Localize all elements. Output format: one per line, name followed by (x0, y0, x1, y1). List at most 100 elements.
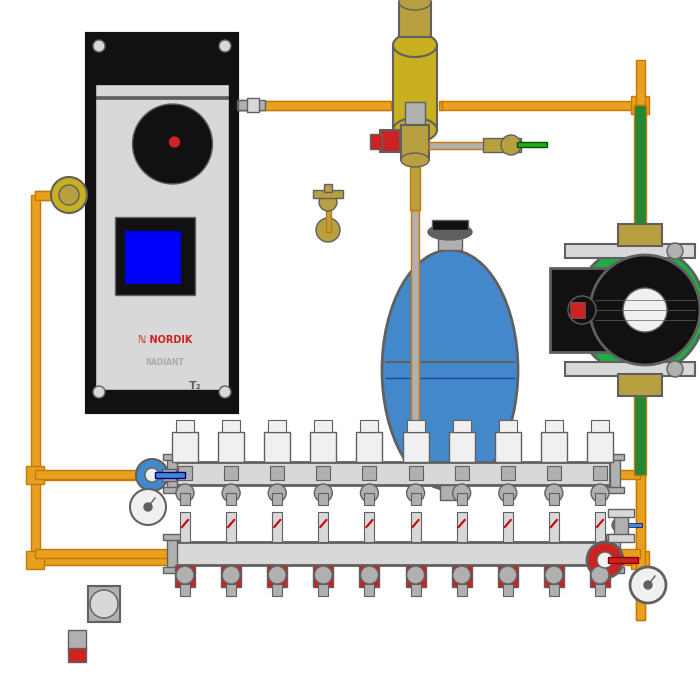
Bar (270, 466, 284, 480)
Bar (440, 101, 640, 109)
Bar (456, 512, 467, 542)
Bar (402, 432, 428, 462)
Ellipse shape (399, 0, 431, 10)
Bar (226, 493, 236, 505)
Bar (610, 549, 640, 557)
Text: T₂: T₂ (189, 381, 202, 391)
Bar (162, 469, 176, 481)
Bar (380, 130, 400, 152)
Bar (541, 432, 567, 462)
Bar (35, 190, 85, 199)
Bar (31, 195, 39, 560)
Bar (87, 390, 237, 412)
Circle shape (623, 288, 667, 332)
Bar (503, 584, 513, 596)
Circle shape (59, 185, 79, 205)
Circle shape (644, 581, 652, 589)
Ellipse shape (393, 33, 437, 57)
Bar (324, 184, 332, 192)
Bar (87, 34, 237, 412)
Circle shape (360, 484, 379, 502)
Bar (593, 466, 607, 480)
Bar (370, 134, 382, 149)
Bar (91, 96, 233, 99)
Bar (572, 302, 582, 318)
Bar (544, 565, 564, 587)
Bar (440, 485, 460, 500)
Circle shape (314, 484, 332, 502)
Circle shape (222, 484, 240, 502)
Bar (318, 584, 328, 596)
Bar (636, 105, 645, 475)
Bar (618, 374, 662, 396)
Bar (393, 45, 437, 130)
Bar (87, 34, 237, 84)
Circle shape (575, 245, 700, 375)
Circle shape (136, 459, 168, 491)
Bar (631, 551, 649, 569)
Bar (565, 362, 695, 376)
Bar (218, 432, 244, 462)
Bar (35, 470, 175, 479)
Bar (178, 466, 192, 480)
Bar (314, 565, 333, 587)
Bar (595, 584, 605, 596)
Bar (606, 567, 624, 573)
Bar (495, 432, 521, 462)
Bar (407, 420, 425, 432)
Circle shape (314, 566, 332, 584)
Bar (606, 487, 624, 493)
Bar (610, 538, 620, 569)
Bar (587, 432, 613, 462)
Bar (634, 105, 646, 224)
Bar (224, 466, 238, 480)
Bar (409, 466, 423, 480)
Circle shape (130, 489, 166, 525)
Circle shape (407, 484, 425, 502)
Bar (365, 512, 374, 542)
Bar (499, 420, 517, 432)
Circle shape (93, 386, 105, 398)
Bar (226, 512, 236, 542)
Bar (549, 512, 559, 542)
Bar (636, 60, 645, 105)
Bar (272, 493, 282, 505)
Bar (365, 493, 374, 505)
Bar (636, 280, 645, 475)
Bar (175, 565, 195, 587)
Bar (405, 102, 425, 130)
Bar (429, 141, 495, 148)
Bar (226, 584, 236, 596)
Bar (238, 100, 258, 110)
Bar (87, 34, 95, 412)
Circle shape (219, 40, 231, 52)
Bar (163, 567, 181, 573)
Bar (326, 202, 330, 232)
Circle shape (132, 104, 213, 184)
Circle shape (499, 484, 517, 502)
Circle shape (144, 503, 152, 511)
Bar (405, 565, 426, 587)
Bar (237, 100, 265, 110)
Bar (453, 420, 470, 432)
Bar (401, 125, 429, 160)
Circle shape (612, 519, 624, 531)
Bar (229, 34, 237, 412)
Bar (272, 512, 282, 542)
Bar (503, 512, 513, 542)
Bar (622, 523, 642, 527)
Ellipse shape (393, 118, 437, 142)
Bar (411, 210, 419, 492)
Bar (411, 584, 421, 596)
Bar (238, 101, 391, 109)
Bar (449, 432, 475, 462)
Bar (498, 565, 518, 587)
Circle shape (545, 566, 563, 584)
Bar (363, 466, 377, 480)
Bar (318, 493, 328, 505)
Bar (115, 217, 195, 295)
Circle shape (591, 566, 609, 584)
Bar (595, 493, 605, 505)
Bar (410, 160, 420, 210)
Circle shape (222, 566, 240, 584)
